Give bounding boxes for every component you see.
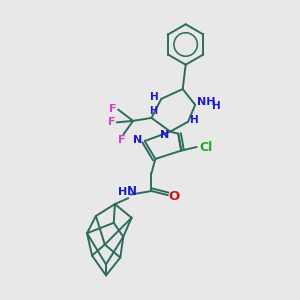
Text: N: N bbox=[127, 184, 136, 197]
Text: H: H bbox=[190, 115, 199, 125]
Text: F: F bbox=[108, 117, 115, 128]
Text: N: N bbox=[160, 130, 170, 140]
Text: H: H bbox=[212, 101, 221, 111]
Text: H: H bbox=[150, 92, 159, 102]
Text: NH: NH bbox=[197, 97, 216, 107]
Text: Cl: Cl bbox=[200, 140, 213, 154]
Text: O: O bbox=[169, 190, 180, 203]
Text: F: F bbox=[118, 135, 126, 145]
Text: N: N bbox=[134, 135, 143, 145]
Text: H: H bbox=[149, 106, 157, 116]
Text: H: H bbox=[118, 187, 127, 196]
Text: F: F bbox=[109, 104, 117, 114]
